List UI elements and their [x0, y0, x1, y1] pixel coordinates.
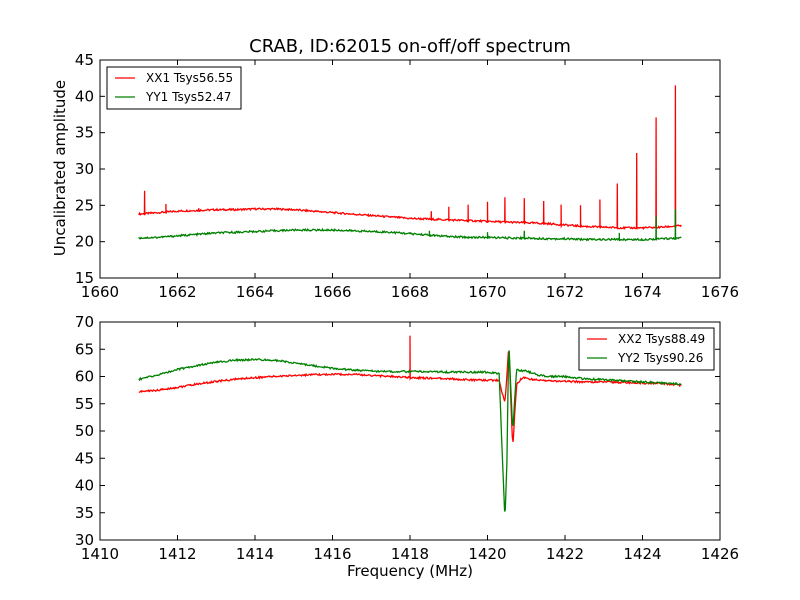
- figure-title: CRAB, ID:62015 on-off/off spectrum: [249, 36, 571, 57]
- x-tick-label: 1666: [313, 283, 351, 301]
- legend: XX1 Tsys56.55 YY1 Tsys52.47: [106, 66, 242, 110]
- x-tick-label: 1674: [623, 283, 661, 301]
- y-tick-label: 70: [75, 313, 94, 331]
- x-tick-label: 1410: [81, 545, 119, 563]
- legend: XX2 Tsys88.49 YY2 Tsys90.26: [578, 327, 715, 371]
- x-tick-label: 1660: [81, 283, 119, 301]
- y-tick-label: 45: [75, 449, 94, 467]
- y-tick-label: 20: [75, 233, 94, 251]
- y-axis-label: Uncalibrated amplitude: [51, 80, 69, 256]
- x-tick-label: 1668: [391, 283, 429, 301]
- x-tick-label: 1418: [391, 545, 429, 563]
- x-tick-label: 1422: [546, 545, 584, 563]
- y-tick-label: 40: [75, 477, 94, 495]
- y-tick-label: 50: [75, 422, 94, 440]
- x-tick-label: 1424: [623, 545, 661, 563]
- y-tick-label: 60: [75, 368, 94, 386]
- bottom-plot: 1410 1412 1414 1416 1418 1420 1422 1424 1426 30 35…: [75, 313, 739, 563]
- y-tick-label: 35: [75, 124, 94, 142]
- top-plot: 1660 1662 1664 1666 1668 1670 1672 1674 1676 15 20…: [75, 51, 739, 301]
- y-tick-label: 65: [75, 340, 94, 358]
- series-line-1-1: [138, 350, 682, 512]
- legend-label: XX1 Tsys56.55: [146, 71, 233, 85]
- x-tick-label: 1426: [701, 545, 739, 563]
- x-tick-label: 1412: [158, 545, 196, 563]
- series-line-0-1: [138, 208, 682, 242]
- legend-label: XX2 Tsys88.49: [618, 332, 705, 346]
- y-tick-label: 40: [75, 87, 94, 105]
- y-tick-label: 15: [75, 269, 94, 287]
- x-tick-label: 1414: [236, 545, 274, 563]
- x-tick-label: 1670: [468, 283, 506, 301]
- x-tick-label: 1662: [158, 283, 196, 301]
- x-tick-label: 1420: [468, 545, 506, 563]
- x-axis-label: Frequency (MHz): [347, 562, 473, 580]
- legend-label: YY1 Tsys52.47: [145, 90, 231, 104]
- legend-label: YY2 Tsys90.26: [617, 351, 703, 365]
- x-tick-label: 1664: [236, 283, 274, 301]
- x-tick-label: 1676: [701, 283, 739, 301]
- legend-box: [578, 327, 715, 371]
- x-tick-label: 1416: [313, 545, 351, 563]
- y-tick-label: 25: [75, 196, 94, 214]
- y-tick-label: 35: [75, 504, 94, 522]
- y-tick-label: 30: [75, 160, 94, 178]
- series-line-0-0: [138, 85, 682, 230]
- legend-box: [106, 66, 242, 110]
- x-tick-label: 1672: [546, 283, 584, 301]
- y-tick-label: 30: [75, 531, 94, 549]
- y-tick-label: 55: [75, 395, 94, 413]
- y-tick-label: 45: [75, 51, 94, 69]
- series-line-1-0: [138, 335, 682, 443]
